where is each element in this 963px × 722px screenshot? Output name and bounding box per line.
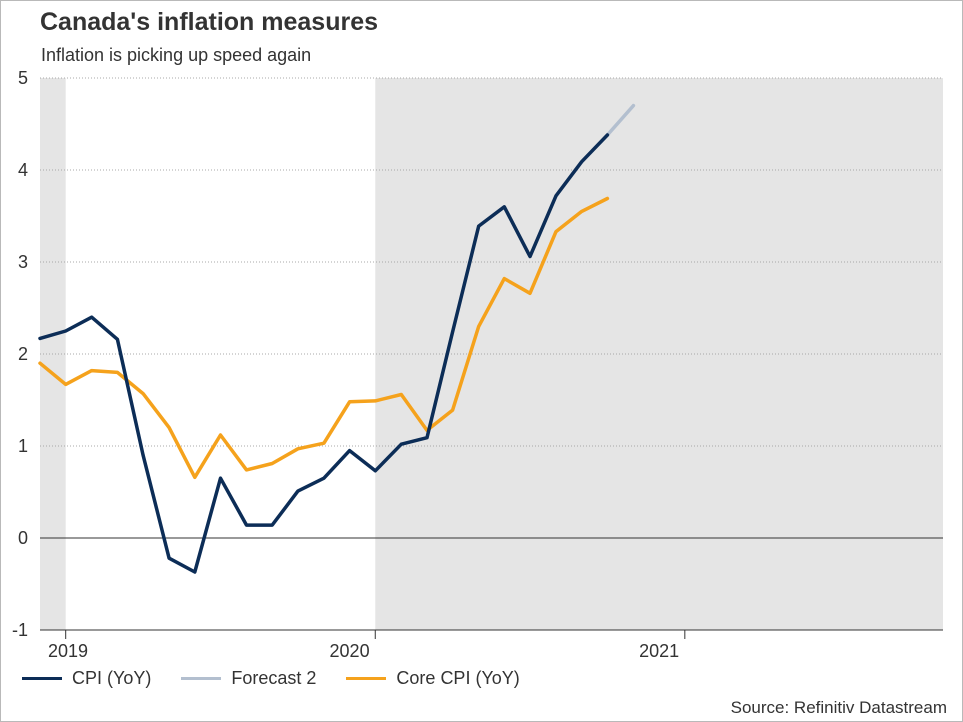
- chart-legend: CPI (YoY) Forecast 2 Core CPI (YoY): [22, 668, 550, 689]
- y-tick-label-1: 1: [18, 436, 28, 456]
- legend-label-forecast: Forecast 2: [231, 668, 317, 688]
- y-tick-label-2: 2: [18, 344, 28, 364]
- y-tick-label--1: -1: [12, 620, 28, 640]
- y-tick-label-5: 5: [18, 68, 28, 88]
- legend-label-cpi: CPI (YoY): [72, 668, 152, 688]
- legend-item-cpi: CPI (YoY): [22, 668, 151, 689]
- series-line-core-cpi-yoy: [38, 196, 610, 480]
- series-line-forecast-2: [605, 103, 636, 137]
- y-tick-label-4: 4: [18, 160, 28, 180]
- legend-item-core-cpi: Core CPI (YoY): [346, 668, 520, 689]
- series-line-cpi-yoy: [38, 133, 610, 574]
- y-tick-label-0: 0: [18, 528, 28, 548]
- x-tick-label-2021: 2021: [639, 641, 679, 661]
- chart-title: Canada's inflation measures: [40, 8, 379, 36]
- x-tick-label-2019: 2019: [48, 641, 88, 661]
- source-note: Source: Refinitiv Datastream: [730, 698, 947, 717]
- legend-label-core-cpi: Core CPI (YoY): [396, 668, 520, 688]
- y-tick-label-3: 3: [18, 252, 28, 272]
- legend-item-forecast: Forecast 2: [181, 668, 316, 689]
- legend-swatch-cpi: [22, 677, 62, 680]
- x-tick-label-2020: 2020: [330, 641, 370, 661]
- legend-swatch-core-cpi: [346, 677, 387, 680]
- chart-subtitle: Inflation is picking up speed again: [41, 45, 312, 65]
- legend-swatch-forecast: [181, 677, 222, 680]
